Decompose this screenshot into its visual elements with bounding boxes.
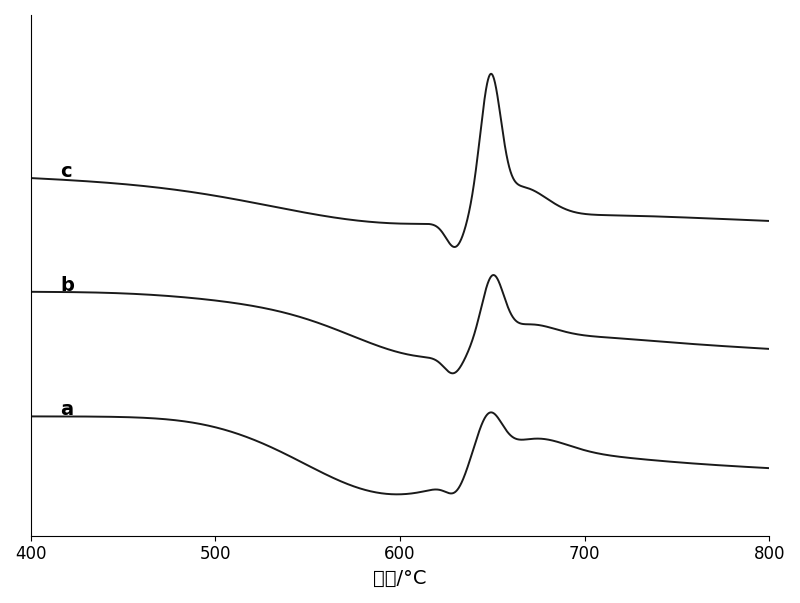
Text: b: b <box>60 276 74 295</box>
Text: c: c <box>60 162 72 181</box>
X-axis label: 温度/°C: 温度/°C <box>374 569 426 588</box>
Text: a: a <box>60 400 74 419</box>
